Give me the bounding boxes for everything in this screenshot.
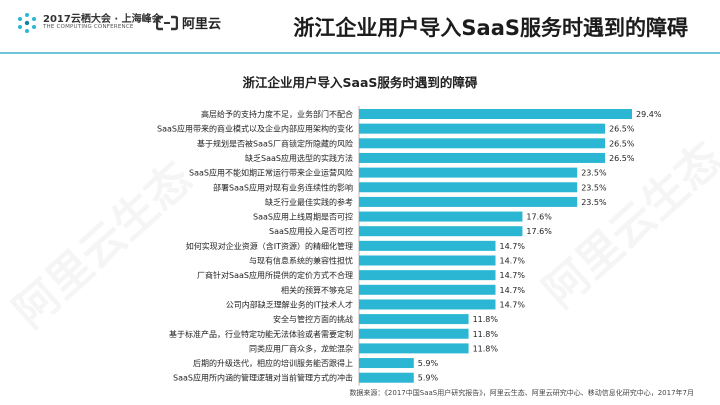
data-label: 11.8% (473, 344, 499, 353)
bar (359, 138, 606, 149)
bar (359, 240, 496, 251)
bar (359, 328, 469, 339)
category-label: 安全与管控方面的挑战 (273, 314, 353, 324)
data-label: 23.5% (581, 169, 607, 178)
event-logo: 2017云栖大会 · 上海峰会 THE COMPUTING CONFERENCE (16, 12, 162, 34)
bar (359, 167, 578, 178)
bar (359, 196, 578, 207)
category-label: 厂商针对SaaS应用所提供的定价方式不合理 (197, 270, 353, 280)
category-label: 基于规划是否被SaaS厂商锁定所隐藏的风险 (197, 138, 353, 148)
bar (359, 152, 606, 163)
bar (359, 343, 469, 354)
data-label: 23.5% (581, 183, 607, 192)
category-label: 与现有信息系统的兼容性担忧 (249, 256, 353, 266)
category-label: SaaS应用带来的商业模式以及企业内部应用架构的变化 (157, 124, 353, 134)
data-label: 17.6% (526, 227, 552, 236)
category-label: 同类应用厂商众多，龙蛇混杂 (249, 343, 353, 353)
bar (359, 372, 414, 383)
data-label: 5.9% (418, 374, 439, 383)
category-label: 缺乏SaaS应用选型的实践方法 (245, 153, 353, 163)
data-label: 14.7% (500, 242, 526, 251)
bar (359, 123, 606, 134)
category-label: 部署SaaS应用对现有业务连续性的影响 (213, 182, 353, 192)
bar (359, 109, 632, 119)
category-label: SaaS应用所内涵的管理逻辑对当前管理方式的冲击 (173, 373, 353, 383)
data-label: 11.8% (473, 315, 499, 324)
bar (359, 182, 578, 193)
bar (359, 226, 523, 237)
company-logo: 阿里云 (156, 13, 221, 32)
category-label: 后期的升级迭代，相应的培训服务能否跟得上 (193, 358, 353, 368)
event-logo-icon (18, 13, 36, 33)
bar (359, 270, 496, 281)
data-label: 26.5% (609, 125, 635, 134)
header-divider (0, 52, 720, 54)
data-label: 29.4% (636, 110, 662, 119)
data-label: 26.5% (609, 154, 635, 163)
page-title: 浙江企业用户导入SaaS服务时遇到的障碍 (293, 16, 688, 40)
bar (359, 299, 496, 310)
category-label: 如何实现对企业资源（含IT资源）的精细化管理 (186, 241, 353, 251)
bar (359, 255, 496, 266)
bar (359, 314, 469, 325)
category-label: SaaS应用不能如期正常运行带来企业运营风险 (189, 168, 353, 178)
data-label: 14.7% (500, 286, 526, 295)
data-source-note: 数据来源：《2017中国SaaS用户研究报告》，阿里云生态、阿里云研究中心、移动… (349, 389, 694, 397)
category-label: 基于标准产品，行业特定功能无法体验或者需要定制 (169, 329, 353, 339)
data-label: 26.5% (609, 139, 635, 148)
data-label: 11.8% (473, 330, 499, 339)
bar (359, 284, 496, 295)
data-label: 14.7% (500, 257, 526, 266)
aliyun-logo-icon (156, 15, 178, 30)
data-label: 23.5% (581, 198, 607, 207)
category-label: 高层给予的支持力度不足，业务部门不配合 (201, 109, 353, 119)
data-label: 14.7% (500, 271, 526, 280)
company-logo-text: 阿里云 (182, 17, 222, 32)
category-label: 相关的预算不够充足 (281, 285, 353, 295)
bar (359, 358, 414, 369)
bar (359, 211, 523, 222)
event-logo-title: 2017云栖大会 · 上海峰会 (43, 13, 162, 25)
data-label: 17.6% (526, 213, 552, 222)
data-label: 14.7% (500, 300, 526, 309)
header-bar: 2017云栖大会 · 上海峰会 THE COMPUTING CONFERENCE… (0, 0, 720, 52)
data-label: 5.9% (418, 359, 439, 368)
event-logo-subtitle: THE COMPUTING CONFERENCE (43, 24, 134, 31)
category-label: SaaS应用投入是否可控 (269, 226, 353, 236)
chart-title: 浙江企业用户导入SaaS服务时遇到的障碍 (242, 75, 478, 90)
category-label: SaaS应用上线周期是否可控 (253, 212, 353, 222)
category-label: 公司内部缺乏理解业务的IT技术人才 (226, 299, 353, 309)
category-label: 缺乏行业最佳实践的参考 (265, 197, 353, 207)
